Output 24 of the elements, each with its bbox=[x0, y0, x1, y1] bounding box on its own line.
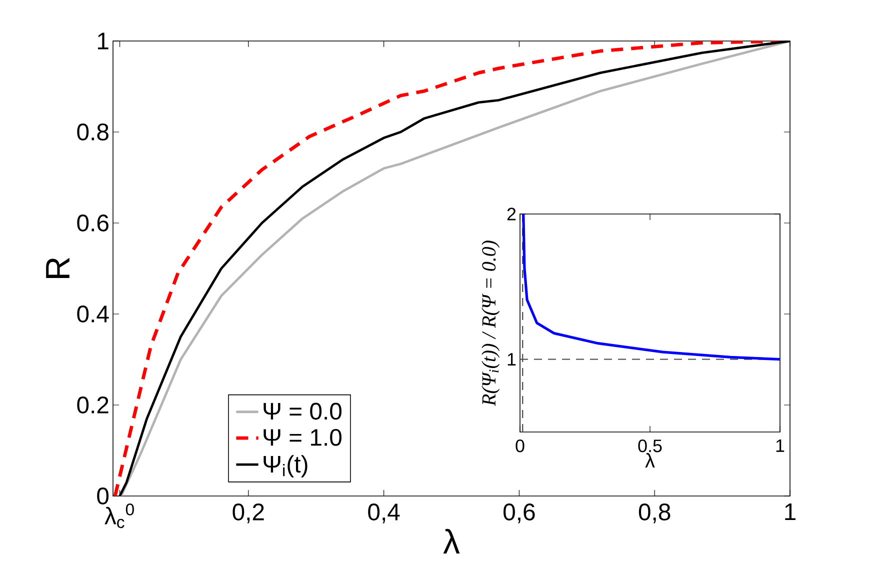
y-axis-title: R(Ψ$_{i}$(t)) / R(Ψ = 0.0) bbox=[482, 240, 500, 406]
x-tick-label: λ$_{c}$0 bbox=[104, 504, 134, 528]
y-tick-label: 1 bbox=[98, 32, 108, 50]
y-tick-label: 0.4 bbox=[77, 306, 109, 322]
x-tick-label: 0,4 bbox=[368, 504, 400, 524]
y-tick-label: 0.8 bbox=[77, 124, 108, 140]
y-tick-label: 0.2 bbox=[77, 396, 108, 414]
x-tick-label: 0,8 bbox=[638, 504, 670, 524]
x-tick-label: 0,2 bbox=[232, 504, 264, 524]
x-tick-label: 1 bbox=[785, 504, 796, 520]
y-tick-label: 0.6 bbox=[77, 214, 108, 232]
y-tick-label: 2 bbox=[507, 208, 516, 220]
legend-label: Ψ = 0.0 bbox=[264, 402, 342, 420]
x-tick-label: 0 bbox=[516, 440, 524, 452]
legend-label: Ψ = 1.0 bbox=[264, 428, 342, 446]
x-axis-title: λ bbox=[443, 528, 460, 554]
legend-label: Ψ$_{i}$(t) bbox=[264, 455, 308, 478]
y-tick-label: 0 bbox=[97, 488, 109, 504]
x-axis-title: λ bbox=[645, 453, 655, 468]
y-axis-title: R bbox=[46, 258, 70, 278]
x-tick-label: 0.5 bbox=[638, 440, 662, 452]
line-series bbox=[522, 214, 780, 361]
x-tick-label: 1 bbox=[776, 440, 784, 452]
x-tick-label: 0,6 bbox=[504, 504, 535, 524]
